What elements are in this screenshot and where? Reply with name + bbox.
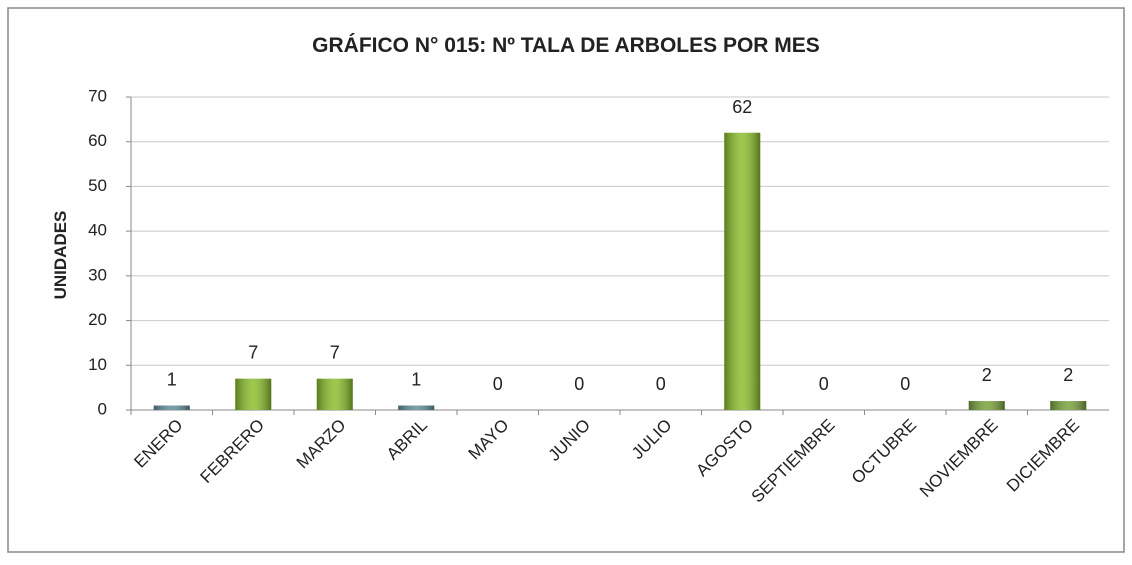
y-tick-label: 60 [88,131,107,150]
value-label: 2 [1063,365,1073,385]
value-label: 0 [656,374,666,394]
value-label: 1 [167,370,177,390]
bar-shade [1050,401,1087,410]
value-label: 1 [411,370,421,390]
bar-shade [968,401,1005,410]
y-axis-label: UNIDADES [51,211,70,300]
bar-shade [724,132,761,410]
y-tick-label: 50 [88,176,107,195]
bar-shade [398,405,435,410]
value-label: 62 [732,97,752,117]
value-label: 7 [330,343,340,363]
chart-border [7,7,1125,553]
y-tick-label: 10 [88,355,107,374]
value-label: 0 [900,374,910,394]
value-label: 0 [819,374,829,394]
value-label: 2 [982,365,992,385]
y-tick-label: 20 [88,310,107,329]
bar-shade [153,405,190,410]
value-label: 7 [248,343,258,363]
y-tick-label: 0 [98,399,107,418]
value-label: 0 [574,374,584,394]
chart-title: GRÁFICO N° 015: Nº TALA DE ARBOLES POR M… [312,34,820,57]
bar-shade [235,378,272,410]
y-tick-label: 30 [88,265,107,284]
bar-shade [316,378,353,410]
y-tick-label: 70 [88,86,107,105]
value-label: 0 [493,374,503,394]
y-tick-label: 40 [88,221,107,240]
